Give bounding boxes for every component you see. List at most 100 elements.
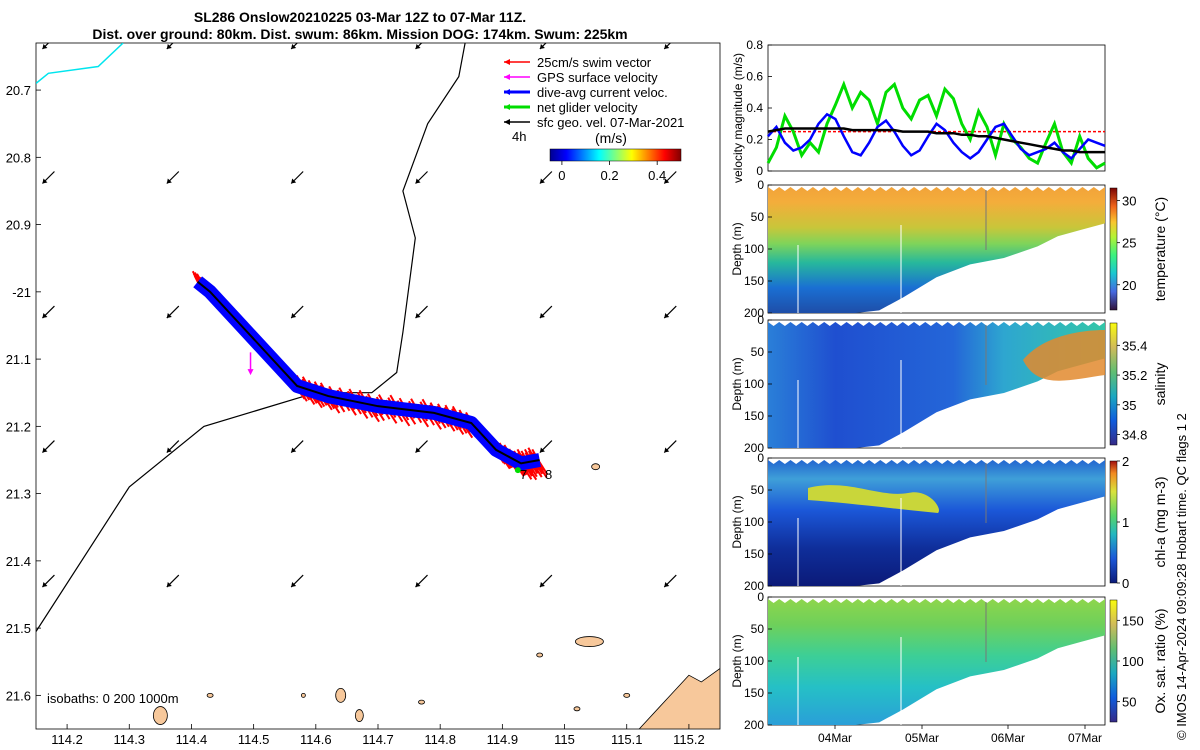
isobaths-label: isobaths: 0 200 1000m	[47, 691, 179, 706]
geo-arrow-head	[415, 178, 421, 184]
colorbar-tick-label: 1	[1122, 515, 1129, 530]
island	[354, 709, 364, 722]
map-x-tick-label: 114.2	[51, 732, 83, 747]
geo-arrow-head	[539, 44, 545, 49]
geo-arrow-head	[166, 447, 172, 453]
section-chla: 0 50 100 150 200 Depth (m) 2 1 0 chl-a (mg m-3)	[730, 451, 1168, 593]
colorbar-tick-label: 0.2	[601, 168, 619, 183]
geo-arrow-head	[42, 313, 48, 319]
velocity-y-tick-label: 0.2	[746, 133, 763, 147]
map-x-tick-label: 114.8	[424, 732, 456, 747]
colorbar-tick-label: 150	[1122, 613, 1144, 628]
depth-tick-label: 200	[744, 579, 764, 593]
geo-arrow-head	[166, 178, 172, 184]
velocity-panel: 0 0.2 0.4 0.6 0.8 velocity magnitude (m/s)	[731, 38, 1106, 183]
section-fill	[768, 187, 1105, 313]
geo-arrow-head	[415, 582, 421, 588]
island	[300, 692, 306, 698]
velocity-series	[766, 80, 1106, 170]
geo-arrow-head	[166, 582, 172, 588]
isobath-200m	[36, 43, 466, 632]
island	[573, 706, 581, 712]
island	[575, 636, 604, 647]
land-masses	[152, 463, 720, 729]
geo-arrow-head	[291, 447, 297, 453]
velocity-frame	[767, 44, 1106, 172]
geo-arrow-head	[539, 313, 545, 319]
map-y-tick-label: 21.6	[6, 688, 31, 703]
section-colorbar-label: Ox. sat. ratio (%)	[1152, 608, 1168, 713]
date-tick-label: 04Mar	[818, 731, 852, 745]
section-fill	[768, 599, 1105, 725]
island	[623, 692, 631, 698]
legend-label: sfc geo. vel. 07-Mar-2021	[537, 115, 684, 130]
map-x-tick-label: 114.9	[487, 732, 519, 747]
depth-tick-label: 100	[744, 242, 764, 256]
velocity-y-tick-label: 0.4	[746, 101, 763, 115]
isobath-0m	[36, 43, 124, 84]
legend-arrow	[504, 59, 510, 65]
legend-arrow	[504, 74, 510, 80]
colorbar-tick-label: 0	[558, 168, 565, 183]
section-colorbar-label: chl-a (mg m-3)	[1152, 476, 1168, 567]
geo-arrow-head	[664, 313, 670, 319]
colorbar-tick-label: 30	[1122, 194, 1136, 209]
colorbar-tick-label: 25	[1122, 236, 1136, 251]
legend-label: GPS surface velocity	[537, 70, 658, 85]
geo-arrow-head	[291, 44, 297, 49]
section-colorbar-label: temperature (°C)	[1152, 197, 1168, 301]
colorbar-tick-label: 2	[1122, 454, 1129, 469]
depth-label: Depth (m)	[730, 357, 744, 410]
speed-colorbar-ticks: 0 0.2 0.4	[558, 161, 666, 183]
map-x-tick-label: 115.2	[673, 732, 705, 747]
mainland-coast	[638, 667, 720, 729]
track-line	[197, 280, 540, 465]
date-tick-label: 07Mar	[1068, 731, 1102, 745]
section-fill	[768, 322, 1105, 448]
track-map: 114.2 114.3 114.4 114.5 114.6 114.7 114.8 114.9…	[6, 42, 721, 747]
date-tick-label: 05Mar	[905, 731, 939, 745]
section-colorbar	[1109, 460, 1118, 584]
colorbar-tick-label: 100	[1122, 654, 1144, 669]
depth-tick-label: 0	[757, 590, 764, 604]
geo-arrow-head	[291, 178, 297, 184]
geo-arrow-head	[415, 447, 421, 453]
depth-tick-label: 50	[751, 345, 765, 359]
depth-tick-label: 150	[744, 274, 764, 288]
geo-arrow-head	[291, 582, 297, 588]
section-colorbar-label: salinity	[1152, 363, 1168, 406]
section-colorbar	[1109, 599, 1118, 723]
map-x-tick-label: 114.4	[176, 732, 208, 747]
geo-arrow-head	[291, 313, 297, 319]
net-velocity-marker	[514, 467, 521, 474]
map-y-tick-label: 20.8	[6, 150, 31, 165]
map-y-tick-label: 21.4	[6, 554, 31, 569]
island	[418, 699, 425, 705]
high-salinity-patch	[1023, 330, 1105, 381]
map-y-ticks: 20.7 20.8 20.9 -21 21.1 21.2 21.3 21.4 21.5 21.6	[6, 83, 41, 703]
section-salinity: 0 50 100 150 200 Depth (m) 35.4 35.2 35 34.8 salin…	[730, 313, 1168, 455]
island	[206, 692, 214, 698]
map-y-tick-label: 21.2	[6, 419, 31, 434]
map-x-tick-label: 114.6	[300, 732, 332, 747]
map-x-tick-label: 114.3	[113, 732, 145, 747]
date-ticks: 04Mar 05Mar 06Mar 07Mar	[818, 725, 1102, 745]
geo-arrow-head	[42, 44, 48, 49]
legend-label: dive-avg current veloc.	[537, 85, 668, 100]
depth-tick-label: 150	[744, 409, 764, 423]
depth-tick-label: 200	[744, 306, 764, 320]
track-label-7: 7	[520, 467, 527, 482]
velocity-y-tick-label: 0.8	[746, 38, 763, 52]
chl-maximum	[808, 485, 939, 513]
chart-title-line2: Dist. over ground: 80km. Dist. swum: 86k…	[92, 26, 628, 42]
geo-arrow-head	[166, 44, 172, 49]
geo-arrow-head	[42, 178, 48, 184]
section-temperature: 0 50 100 150 200 Depth (m) 30 25 20 temperature (…	[730, 178, 1168, 320]
depth-label: Depth (m)	[730, 634, 744, 687]
map-y-tick-label: 21.3	[6, 487, 31, 502]
colorbar-tick-label: 0.4	[648, 168, 666, 183]
map-y-tick-label: 20.7	[6, 83, 31, 98]
geo-arrow-head	[664, 582, 670, 588]
